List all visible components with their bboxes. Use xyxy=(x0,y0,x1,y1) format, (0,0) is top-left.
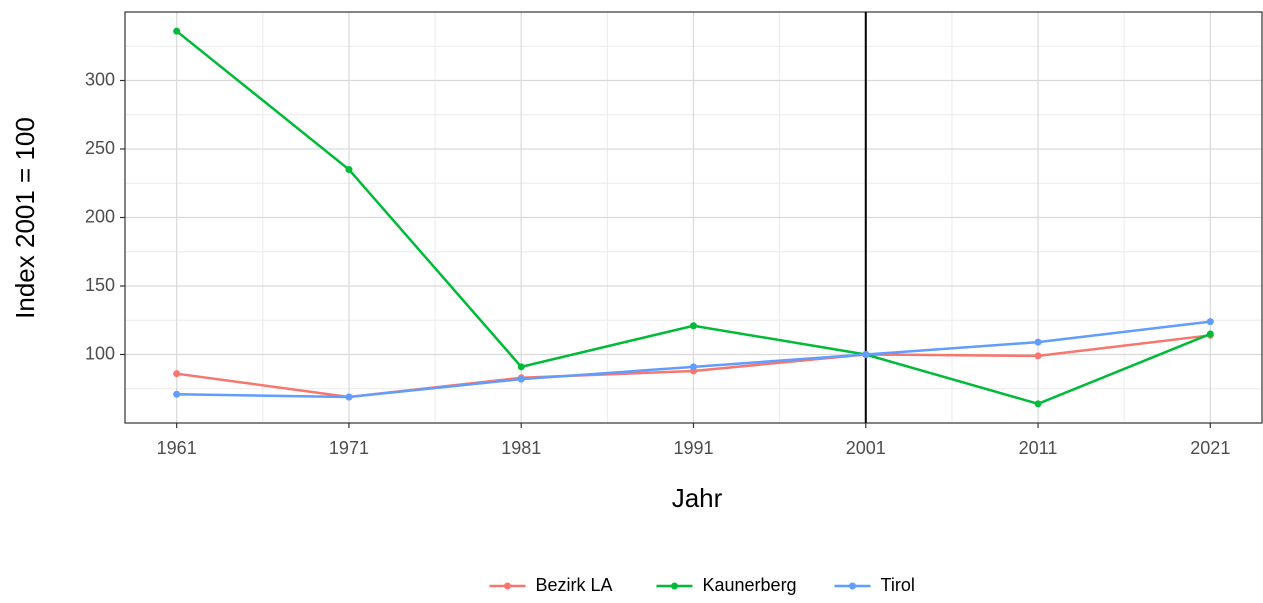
y-tick-label: 150 xyxy=(85,275,115,295)
point xyxy=(517,363,525,371)
point xyxy=(1206,330,1214,338)
x-tick-label: 1961 xyxy=(157,438,197,458)
panel-border xyxy=(124,11,1263,424)
legend-key-point xyxy=(671,582,678,590)
legend-key-point xyxy=(504,582,511,590)
point xyxy=(1034,338,1042,346)
point xyxy=(862,351,870,358)
point xyxy=(690,322,697,330)
point xyxy=(345,166,353,174)
y-tick-label: 200 xyxy=(85,206,115,226)
point xyxy=(517,375,525,383)
legend-key-point xyxy=(849,582,856,590)
y-axis-title: Index 2001 = 100 xyxy=(10,117,40,319)
x-tick-label: 1971 xyxy=(329,438,369,458)
x-tick-label: 1981 xyxy=(501,438,541,458)
point xyxy=(173,370,181,378)
point xyxy=(173,390,181,398)
legend-label: Bezirk LA xyxy=(536,575,613,595)
legend-label: Kaunerberg xyxy=(703,575,797,595)
x-tick-label: 2011 xyxy=(1019,438,1058,458)
point xyxy=(690,363,697,371)
y-tick-label: 100 xyxy=(85,343,115,363)
point xyxy=(1034,400,1042,408)
point xyxy=(1034,352,1042,360)
x-axis-title: Jahr xyxy=(672,483,723,513)
point xyxy=(1206,318,1214,326)
point xyxy=(345,393,353,401)
x-tick-label: 2021 xyxy=(1190,438,1230,458)
x-tick-label: 1991 xyxy=(673,438,713,458)
y-tick-label: 250 xyxy=(85,138,115,158)
legend-label: Tirol xyxy=(881,575,915,595)
x-tick-label: 2001 xyxy=(846,438,886,458)
y-tick-label: 300 xyxy=(85,69,115,89)
point xyxy=(173,27,181,35)
